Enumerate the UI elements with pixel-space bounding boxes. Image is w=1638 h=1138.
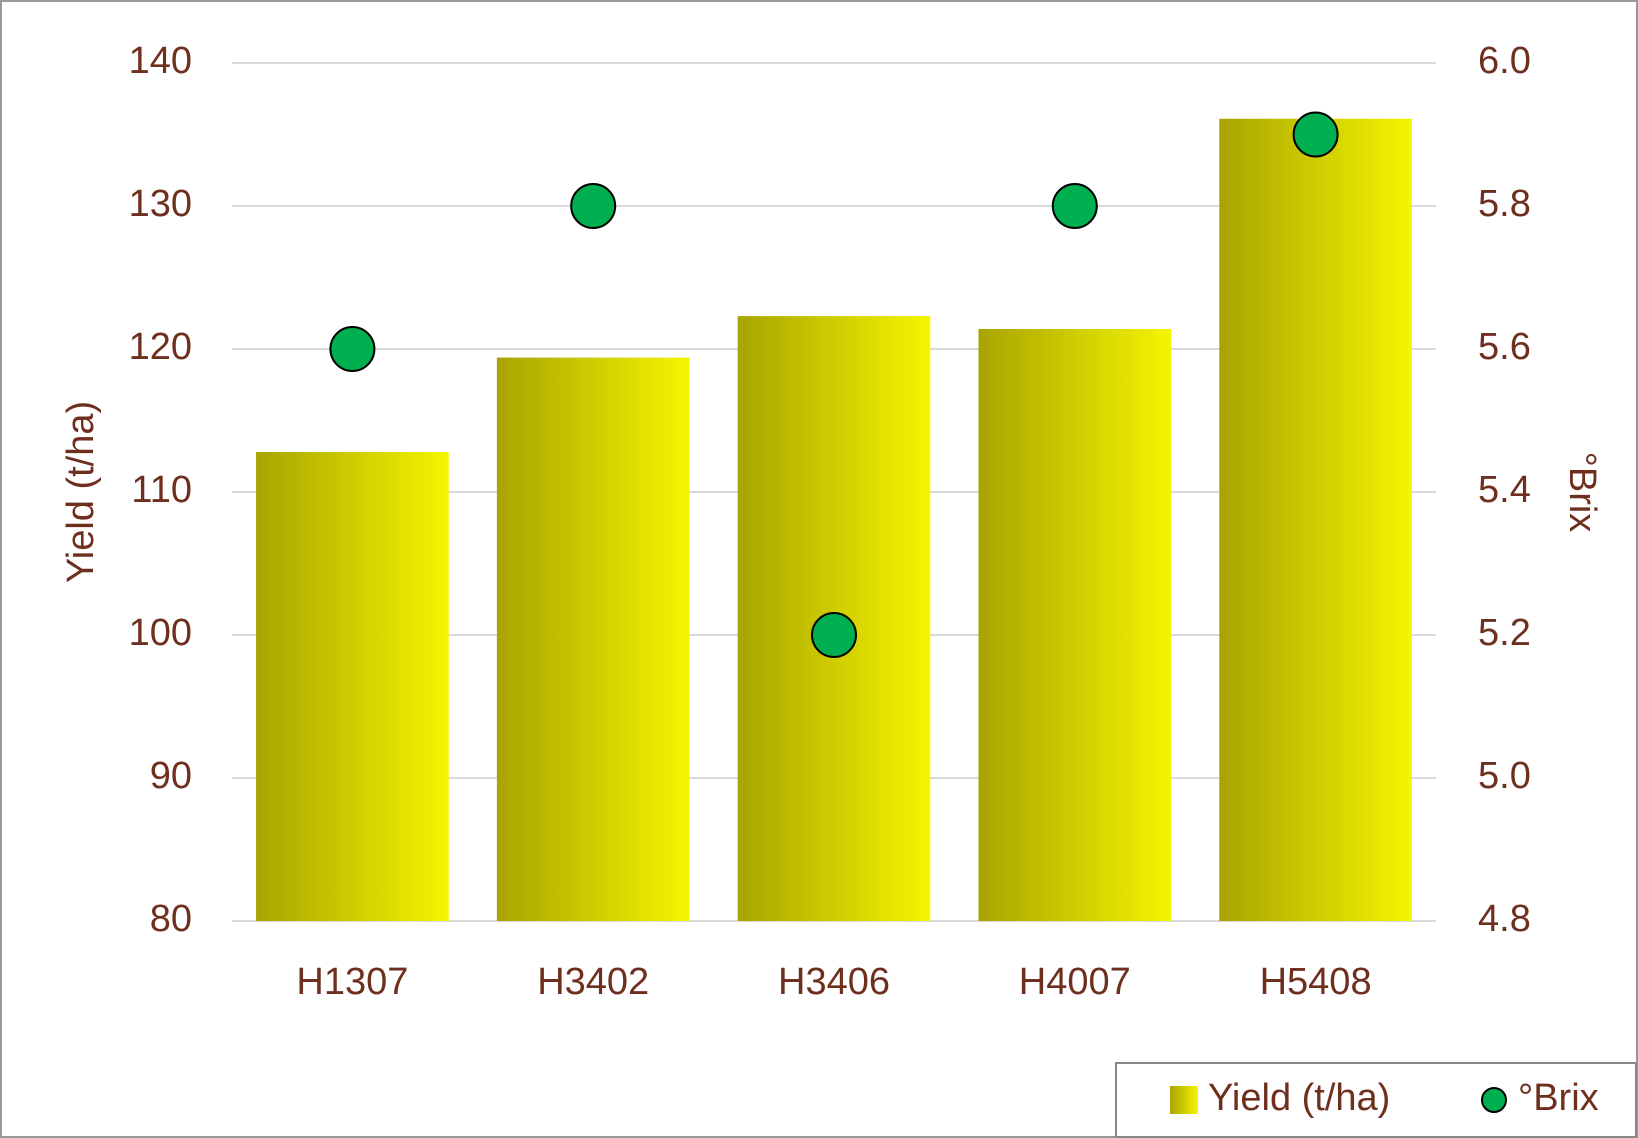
- legend-label: °Brix: [1518, 1077, 1599, 1119]
- bar: [1219, 118, 1412, 921]
- x-tick-label: H5408: [1260, 961, 1372, 1003]
- bar: [256, 451, 449, 921]
- y2-tick-label: 5.6: [1478, 326, 1531, 368]
- legend-label: Yield (t/ha): [1208, 1077, 1390, 1119]
- bar: [496, 357, 690, 922]
- y2-tick-label: 5.0: [1478, 755, 1531, 797]
- brix-point: [570, 183, 617, 229]
- brix-point: [329, 326, 376, 372]
- y2-tick-label: 5.4: [1478, 469, 1531, 511]
- y2-tick-label: 5.8: [1478, 183, 1531, 225]
- brix-point: [1051, 183, 1098, 229]
- y2-axis-label: °Brix: [1561, 452, 1603, 533]
- y-tick-label: 100: [129, 612, 192, 654]
- legend-swatch: [1481, 1087, 1507, 1113]
- y-tick-label: 140: [129, 40, 192, 82]
- y-tick-label: 80: [150, 898, 192, 940]
- y-tick-label: 130: [129, 183, 192, 225]
- y-tick-label: 90: [150, 755, 192, 797]
- legend-swatch: [1170, 1086, 1198, 1114]
- legend-box: [1115, 1062, 1637, 1138]
- y-axis-label: Yield (t/ha): [60, 401, 102, 583]
- bar: [978, 328, 1172, 922]
- x-tick-label: H3406: [778, 961, 890, 1003]
- y-tick-label: 110: [131, 469, 192, 511]
- y2-tick-label: 5.2: [1478, 612, 1531, 654]
- x-tick-label: H3402: [537, 961, 649, 1003]
- y2-tick-label: 6.0: [1478, 40, 1531, 82]
- brix-point: [811, 612, 857, 658]
- x-tick-label: H1307: [296, 961, 408, 1003]
- y2-tick-label: 4.8: [1478, 898, 1531, 940]
- x-tick-label: H4007: [1019, 961, 1131, 1003]
- y-tick-label: 120: [129, 326, 192, 368]
- brix-point: [1292, 111, 1339, 158]
